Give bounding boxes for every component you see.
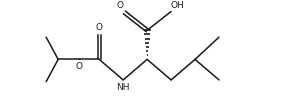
Text: NH: NH xyxy=(116,83,130,92)
Text: O: O xyxy=(117,1,124,10)
Text: O: O xyxy=(96,23,103,32)
Text: O: O xyxy=(75,62,82,71)
Text: OH: OH xyxy=(170,1,184,10)
